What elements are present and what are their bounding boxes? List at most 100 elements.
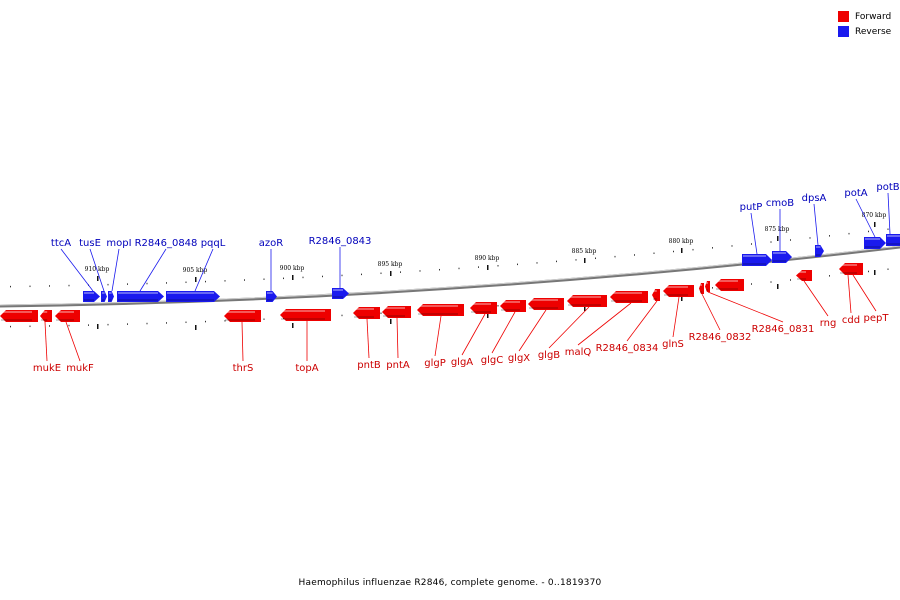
minor-tick xyxy=(556,260,557,263)
minor-tick xyxy=(868,230,869,233)
legend-forward: Forward xyxy=(838,9,891,24)
minor-tick xyxy=(419,270,421,272)
gene-label-glgB: glgB xyxy=(538,350,560,361)
major-tick xyxy=(390,271,392,276)
minor-tick xyxy=(790,239,791,241)
minor-tick xyxy=(829,235,830,237)
minor-tick xyxy=(146,282,148,285)
minor-tick xyxy=(263,318,265,320)
forward-gene-topA xyxy=(280,309,331,321)
kbp-label: 895 kbp xyxy=(378,261,403,268)
minor-tick xyxy=(185,281,187,284)
gene-label-thrS: thrS xyxy=(233,363,254,374)
reverse-gene-putP xyxy=(742,254,772,266)
minor-tick xyxy=(68,284,70,287)
leader-line xyxy=(672,296,680,338)
minor-tick xyxy=(263,278,265,280)
gene-label-R2846_0848: R2846_0848 xyxy=(135,238,198,249)
minor-tick xyxy=(809,237,811,239)
reverse-gene-R2846_0843 xyxy=(332,288,349,299)
gene-label-cmoB: cmoB xyxy=(766,198,794,209)
gene-label-cdd: cdd xyxy=(842,315,860,326)
forward-gene-pntB xyxy=(353,307,380,319)
reverse-gene-dpsA xyxy=(815,245,824,257)
leader-line xyxy=(577,302,632,346)
leader-line xyxy=(847,274,852,314)
reverse-gene-azoR xyxy=(266,291,277,302)
minor-tick xyxy=(107,283,109,286)
forward-gene-glgC xyxy=(500,300,526,312)
forward-gene-R2846_0834 xyxy=(652,289,660,301)
leader-line xyxy=(396,317,399,359)
major-tick xyxy=(584,306,586,311)
minor-tick xyxy=(29,325,31,328)
minor-tick xyxy=(224,280,226,282)
minor-tick xyxy=(380,312,382,315)
leader-line xyxy=(852,274,877,312)
gene-label-mukE: mukE xyxy=(33,363,61,374)
kbp-label: 870 kbp xyxy=(862,212,887,219)
gene-label-malQ: malQ xyxy=(565,347,592,358)
kbp-label: 905 kbp xyxy=(183,267,208,274)
reverse-gene-mopI xyxy=(108,291,114,302)
minor-tick xyxy=(731,245,733,247)
minor-tick xyxy=(458,267,460,270)
minor-tick xyxy=(302,276,304,279)
minor-tick xyxy=(439,268,440,271)
forward-gene-pntA xyxy=(382,306,411,318)
minor-tick xyxy=(653,252,655,255)
major-tick xyxy=(584,258,586,263)
forward-gene-unlabeled xyxy=(55,310,80,322)
forward-gene-unlabeled xyxy=(715,279,744,291)
minor-tick xyxy=(185,321,187,324)
minor-tick xyxy=(68,324,70,327)
leader-line xyxy=(855,198,876,238)
minor-tick xyxy=(205,320,206,323)
minor-tick xyxy=(829,275,830,277)
gene-label-rng: rng xyxy=(820,318,837,329)
minor-tick xyxy=(497,305,499,307)
gene-label-glgC: glgC xyxy=(481,355,503,366)
gene-label-tusE: tusE xyxy=(79,238,101,249)
minor-tick xyxy=(224,320,226,322)
minor-tick xyxy=(283,277,284,280)
minor-tick xyxy=(166,322,167,324)
leader-line xyxy=(65,321,81,362)
forward-gene-glgP xyxy=(417,304,464,316)
gene-label-topA: topA xyxy=(295,363,318,374)
gene-label-mukF: mukF xyxy=(66,363,94,374)
forward-gene-glgB xyxy=(567,295,607,307)
major-tick xyxy=(681,296,683,301)
gene-label-R2846_0832: R2846_0832 xyxy=(689,332,752,343)
legend-forward-label: Forward xyxy=(855,11,892,22)
minor-tick xyxy=(88,324,89,326)
minor-tick xyxy=(887,228,889,230)
minor-tick xyxy=(517,263,518,266)
major-tick xyxy=(487,265,489,270)
leader-line xyxy=(491,311,516,354)
reverse-gene-pqqL xyxy=(166,291,220,302)
minor-tick xyxy=(673,250,674,253)
kbp-label: 900 kbp xyxy=(280,265,305,272)
minor-tick xyxy=(634,254,635,256)
major-tick xyxy=(777,236,779,241)
minor-tick xyxy=(244,279,245,281)
minor-tick xyxy=(10,285,11,288)
forward-gene-mukE xyxy=(0,310,38,322)
kbp-label: 880 kbp xyxy=(669,238,694,245)
minor-tick xyxy=(868,270,869,273)
gene-label-potA: potA xyxy=(844,188,867,199)
leader-line xyxy=(194,248,214,292)
leader-line xyxy=(434,315,442,357)
forward-gene-glgX xyxy=(528,298,564,310)
leader-line xyxy=(548,306,590,349)
reverse-gene-ttcA xyxy=(83,291,100,302)
minor-tick xyxy=(790,279,791,281)
minor-tick xyxy=(478,266,479,268)
major-tick xyxy=(97,276,99,281)
minor-tick xyxy=(575,259,577,261)
minor-tick xyxy=(380,272,382,275)
minor-tick xyxy=(10,325,11,328)
kbp-label: 875 kbp xyxy=(765,226,790,233)
gene-label-R2846_0843: R2846_0843 xyxy=(309,236,372,247)
